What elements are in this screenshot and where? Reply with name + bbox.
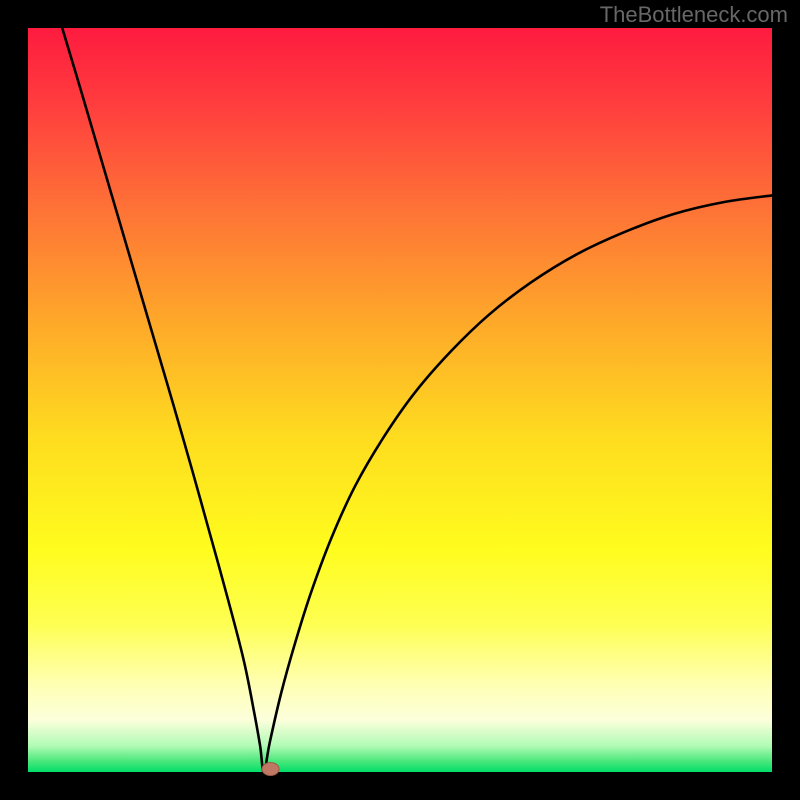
- optimal-point-marker: [262, 763, 279, 776]
- chart-stage: TheBottleneck.com: [0, 0, 800, 800]
- watermark-text: TheBottleneck.com: [600, 2, 788, 28]
- bottleneck-chart: [0, 0, 800, 800]
- chart-background: [28, 28, 772, 772]
